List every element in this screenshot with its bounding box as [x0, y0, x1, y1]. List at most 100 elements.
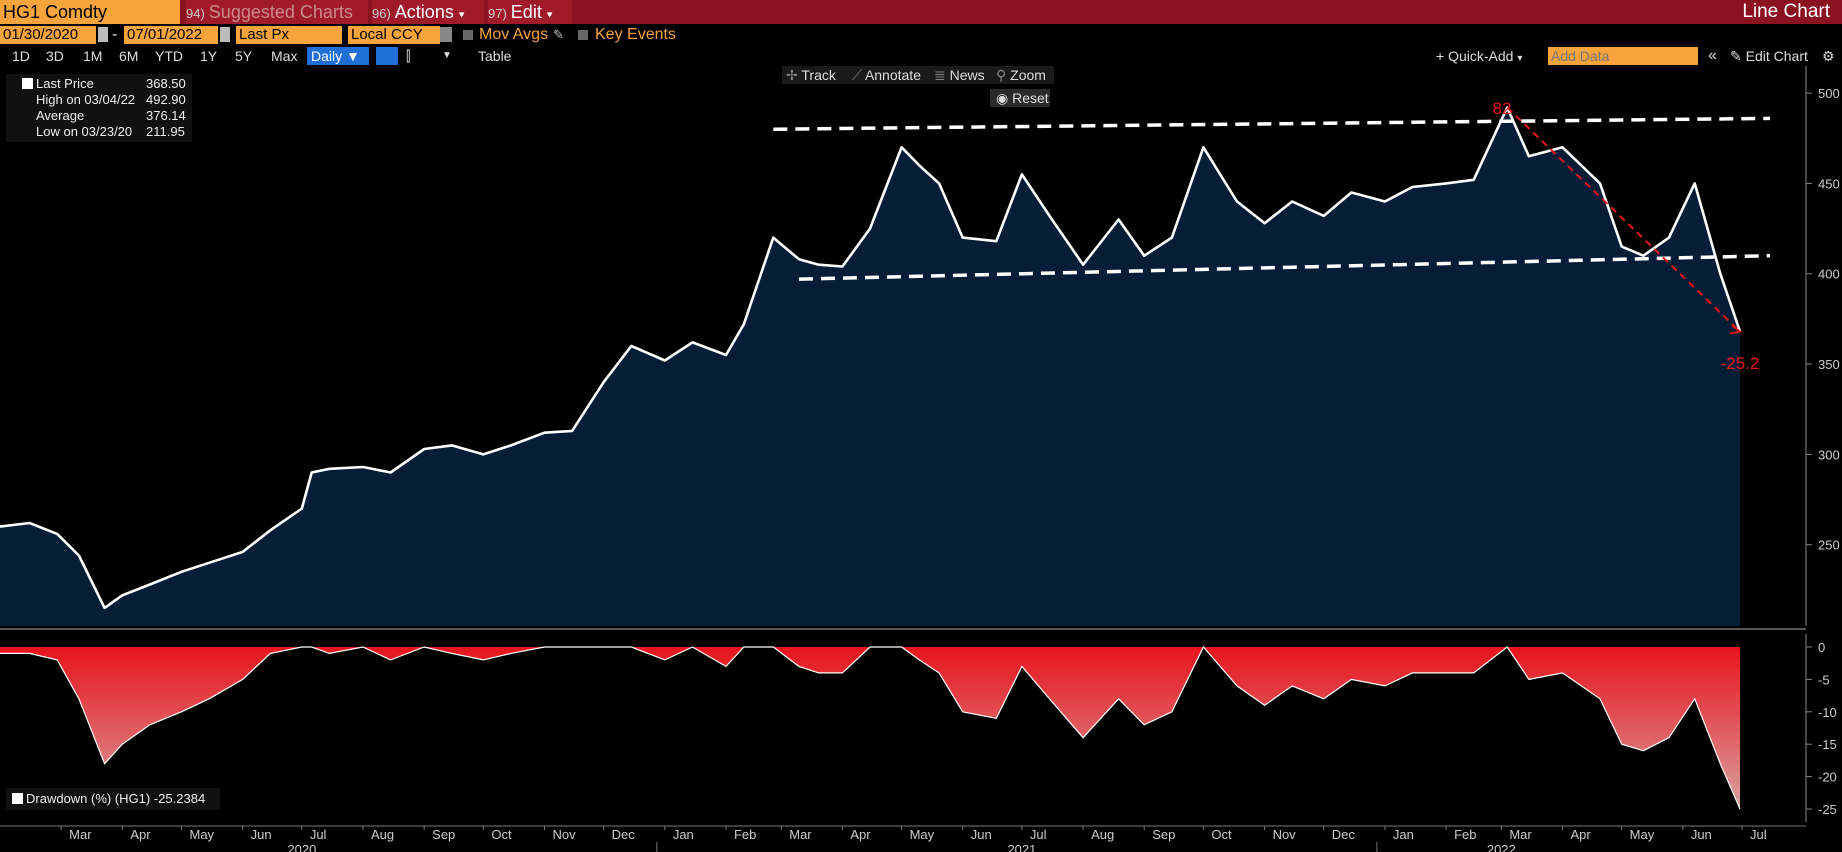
price-field-select[interactable]: Last Px — [236, 26, 342, 44]
chevron-down-icon[interactable]: ▼ — [442, 50, 452, 61]
add-data-input[interactable] — [1548, 47, 1698, 65]
drawdown-panel: 0 -5 -10 -15 -20 -25 — [0, 634, 1837, 822]
legend-high-label: High on 03/04/22 — [36, 92, 136, 107]
edit-chart-label: Edit Chart — [1745, 48, 1808, 64]
range-5y-button[interactable]: 5Y — [235, 48, 253, 64]
x-month-label: Oct — [1211, 827, 1232, 842]
chart-area[interactable]: 250 300 350 400 450 500 0 -5 -10 -15 -20 -25 Mar Ap… — [0, 66, 1842, 852]
reset-button[interactable]: ◉ Reset — [990, 89, 1050, 107]
frequency-select[interactable]: Daily ▼ — [307, 47, 369, 65]
ticker-field[interactable]: HG1 Comdty — [0, 0, 180, 24]
drawdown-arrow-line — [1506, 106, 1741, 333]
price-line — [0, 106, 1742, 610]
x-month-label: Nov — [1273, 827, 1297, 842]
currency-select[interactable]: Local CCY — [348, 26, 440, 44]
actions-label: Actions — [394, 2, 454, 22]
drop-annotation: -25.2 — [1721, 354, 1760, 373]
chevron-down-icon: ▼ — [346, 48, 360, 64]
edit-menu[interactable]: 97) Edit ▾ — [488, 0, 572, 24]
x-month-label: Oct — [491, 827, 512, 842]
calendar-icon[interactable] — [220, 27, 230, 42]
price-y-tick-label: 400 — [1818, 267, 1840, 282]
end-date-input[interactable]: 07/01/2022 — [124, 26, 218, 44]
mov-avgs-label: Mov Avgs — [479, 26, 549, 43]
table-button[interactable]: Table — [478, 48, 512, 64]
drawdown-line — [0, 645, 1741, 810]
range-1y-button[interactable]: 1Y — [200, 48, 218, 64]
menu-number: 97) — [488, 6, 507, 21]
suggested-charts-button[interactable]: 94) Suggested Charts — [186, 0, 368, 24]
x-axis: Mar Apr May Jun Jul Aug Sep Oct Nov Dec Jan Feb Mar A… — [0, 825, 1806, 852]
top-toolbar: HG1 Comdty 94) Suggested Charts 96) Action… — [0, 0, 1842, 24]
x-year-label: 2021 — [1007, 842, 1036, 852]
line-chart-icon[interactable] — [376, 47, 398, 65]
bar-chart-icon[interactable]: ⫿ — [406, 48, 411, 64]
zoom-tool[interactable]: ⚲ Zoom — [996, 66, 1046, 84]
gear-icon[interactable]: ⚙ — [1822, 48, 1835, 64]
x-month-label: May — [910, 827, 935, 842]
quick-add-button[interactable]: + Quick-Add ▾ — [1436, 48, 1523, 64]
x-month-label: Jul — [310, 827, 327, 842]
price-y-tick-label: 250 — [1818, 538, 1840, 553]
upper-trendline — [773, 116, 1771, 131]
range-ytd-button[interactable]: YTD — [155, 48, 183, 64]
date-separator: - — [112, 26, 118, 43]
x-month-label: Aug — [1091, 827, 1114, 842]
price-y-tick-label: 300 — [1818, 447, 1840, 462]
collapse-icon[interactable]: « — [1708, 47, 1717, 64]
range-max-button[interactable]: Max — [271, 48, 298, 64]
x-month-label: Feb — [1454, 827, 1476, 842]
price-panel: 250 300 350 400 450 500 — [0, 66, 1840, 630]
start-date-input[interactable]: 01/30/2020 — [0, 26, 96, 44]
drawdown-legend: Drawdown (%) (HG1) -25.2384 — [6, 788, 220, 810]
x-month-label: Mar — [69, 827, 92, 842]
range-row: 1D 3D 1M 6M YTD 1Y 5Y Max Daily ▼ ⫿ ▼ Ta… — [0, 46, 1842, 66]
legend-high-value: 492.90 — [146, 92, 186, 107]
range-1d-button[interactable]: 1D — [12, 48, 30, 64]
x-month-label: Apr — [130, 827, 151, 842]
news-tool[interactable]: ≣ News — [934, 66, 985, 84]
chart-type-title: Line Chart — [1742, 1, 1830, 22]
legend-low-label: Low on 03/23/20 — [36, 124, 133, 139]
x-month-label: Jun — [251, 827, 272, 842]
pencil-icon: ✎ — [1730, 48, 1742, 64]
range-1m-button[interactable]: 1M — [83, 48, 103, 64]
price-area — [0, 107, 1741, 626]
x-month-label: Mar — [789, 827, 812, 842]
x-month-label: May — [1630, 827, 1655, 842]
field-row: 01/30/2020 - 07/01/2022 Last Px Local CC… — [0, 24, 1842, 46]
legend-avg-value: 376.14 — [146, 108, 186, 123]
quick-add-label: Quick-Add — [1448, 48, 1514, 64]
track-tool[interactable]: ✢ Track — [786, 66, 836, 84]
lower-trendline — [798, 253, 1771, 281]
x-month-label: Dec — [612, 827, 636, 842]
reset-label: Reset — [1012, 90, 1049, 106]
mov-avgs-checkbox[interactable] — [463, 30, 473, 40]
range-6m-button[interactable]: 6M — [119, 48, 139, 64]
pencil-icon[interactable]: ✎ — [553, 27, 564, 42]
calendar-icon[interactable] — [98, 27, 108, 42]
x-month-label: Sep — [1152, 827, 1175, 842]
track-label: Track — [801, 67, 836, 83]
x-month-label: Jul — [1750, 827, 1767, 842]
crosshair-icon: ✢ — [786, 67, 798, 83]
reset-icon: ◉ — [996, 90, 1009, 106]
legend-low-value: 211.95 — [146, 124, 185, 139]
chart-tools: ✢ Track ⟋ Annotate — [782, 66, 966, 84]
x-month-label: Apr — [850, 827, 871, 842]
key-events-checkbox[interactable] — [578, 30, 588, 40]
drawdown-y-tick-label: -25 — [1818, 802, 1837, 817]
annotate-tool[interactable]: ⟋ Annotate — [852, 66, 921, 84]
actions-menu[interactable]: 96) Actions ▾ — [372, 0, 484, 24]
drawdown-legend-label: Drawdown (%) (HG1) -25.2384 — [26, 791, 206, 806]
chevron-down-icon[interactable] — [440, 27, 452, 42]
x-month-label: Nov — [552, 827, 576, 842]
range-3d-button[interactable]: 3D — [46, 48, 64, 64]
suggested-charts-label: Suggested Charts — [208, 2, 353, 22]
news-icon: ≣ — [934, 67, 946, 83]
news-label: News — [949, 67, 985, 83]
drawdown-y-tick-label: -20 — [1818, 770, 1837, 785]
chart-tools-2: ≣ News ⚲ Zoom — [930, 66, 1054, 84]
edit-chart-button[interactable]: ✎ Edit Chart — [1730, 46, 1808, 66]
x-month-label: Jun — [1691, 827, 1712, 842]
